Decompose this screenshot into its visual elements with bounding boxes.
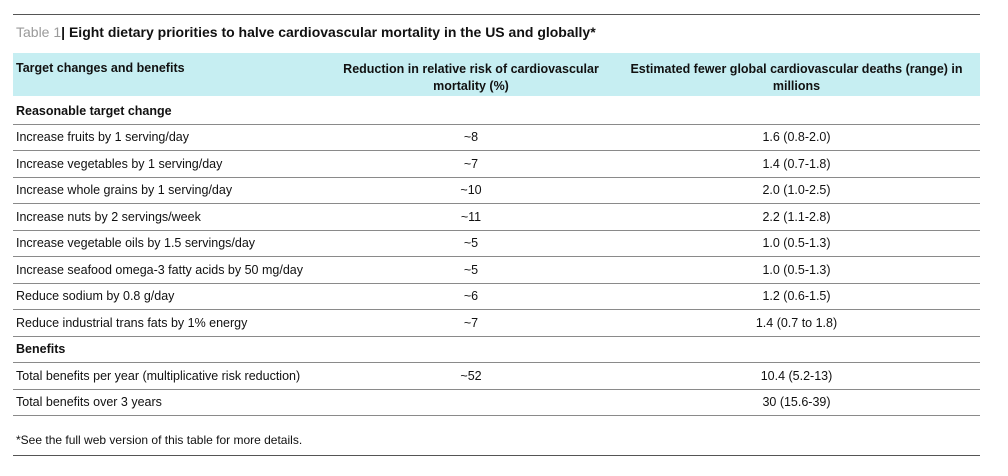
table-row: Reduce sodium by 0.8 g/day ~6 1.2 (0.6-1… — [13, 283, 980, 310]
table-row: Total benefits over 3 years 30 (15.6-39) — [13, 389, 980, 416]
deaths-cell: 1.0 (0.5-1.3) — [762, 263, 831, 277]
top-rule — [13, 14, 980, 15]
table-row: Increase vegetable oils by 1.5 servings/… — [13, 230, 980, 257]
header-relative-risk: Reduction in relative risk of cardiovasc… — [343, 62, 599, 93]
bottom-rule — [13, 455, 980, 456]
table-row: Total benefits per year (multiplicative … — [13, 363, 980, 390]
reduction-cell: ~8 — [463, 130, 479, 144]
header-target-changes: Target changes and benefits — [16, 61, 185, 75]
reduction-cell: ~7 — [463, 157, 479, 171]
target-cell: Reduce industrial trans fats by 1% energ… — [16, 316, 248, 330]
deaths-cell: 2.2 (1.1-2.8) — [762, 210, 831, 224]
target-cell: Reduce sodium by 0.8 g/day — [16, 289, 175, 303]
reduction-cell: ~5 — [463, 263, 479, 277]
deaths-cell: 2.0 (1.0-2.5) — [762, 183, 831, 197]
deaths-cell: 30 (15.6-39) — [762, 395, 831, 409]
table-row: Reduce industrial trans fats by 1% energ… — [13, 310, 980, 337]
header-fewer-deaths: Estimated fewer global cardiovascular de… — [630, 62, 963, 93]
target-cell: Increase fruits by 1 serving/day — [16, 130, 189, 144]
table-title: Table 1| Eight dietary priorities to hal… — [16, 24, 596, 40]
table-title-text: Eight dietary priorities to halve cardio… — [68, 24, 596, 40]
deaths-cell: 1.2 (0.6-1.5) — [762, 289, 831, 303]
section-label: Benefits — [16, 342, 66, 356]
table-row: Increase fruits by 1 serving/day ~8 1.6 … — [13, 124, 980, 151]
section-row-reasonable-target-change: Reasonable target change — [13, 98, 980, 125]
reduction-cell: ~52 — [460, 369, 482, 383]
section-label: Reasonable target change — [16, 104, 172, 118]
deaths-cell: 1.0 (0.5-1.3) — [762, 236, 831, 250]
deaths-cell: 1.6 (0.8-2.0) — [762, 130, 831, 144]
deaths-cell: 1.4 (0.7-1.8) — [762, 157, 831, 171]
reduction-cell: ~11 — [460, 210, 482, 224]
table-footnote: *See the full web version of this table … — [16, 433, 303, 447]
reduction-cell: ~6 — [463, 289, 479, 303]
target-cell: Increase vegetable oils by 1.5 servings/… — [16, 236, 256, 250]
reduction-cell: ~5 — [463, 236, 479, 250]
table-header: Target changes and benefits Reduction in… — [13, 53, 980, 96]
target-cell: Increase vegetables by 1 serving/day — [16, 157, 223, 171]
target-cell: Increase nuts by 2 servings/week — [16, 210, 201, 224]
reduction-cell: ~10 — [460, 183, 482, 197]
table-row: Increase vegetables by 1 serving/day ~7 … — [13, 151, 980, 178]
title-separator: | — [61, 24, 66, 40]
table-row: Increase seafood omega-3 fatty acids by … — [13, 257, 980, 284]
reduction-cell: ~7 — [463, 316, 479, 330]
deaths-cell: 10.4 (5.2-13) — [760, 369, 833, 383]
table-row: Increase whole grains by 1 serving/day ~… — [13, 177, 980, 204]
deaths-cell: 1.4 (0.7 to 1.8) — [755, 316, 838, 330]
target-cell: Increase whole grains by 1 serving/day — [16, 183, 233, 197]
table-label: Table 1 — [16, 24, 62, 40]
target-cell: Increase seafood omega-3 fatty acids by … — [16, 263, 303, 277]
section-row-benefits: Benefits — [13, 336, 980, 363]
target-cell: Total benefits per year (multiplicative … — [16, 369, 301, 383]
target-cell: Total benefits over 3 years — [16, 395, 162, 409]
table-row: Increase nuts by 2 servings/week ~11 2.2… — [13, 204, 980, 231]
